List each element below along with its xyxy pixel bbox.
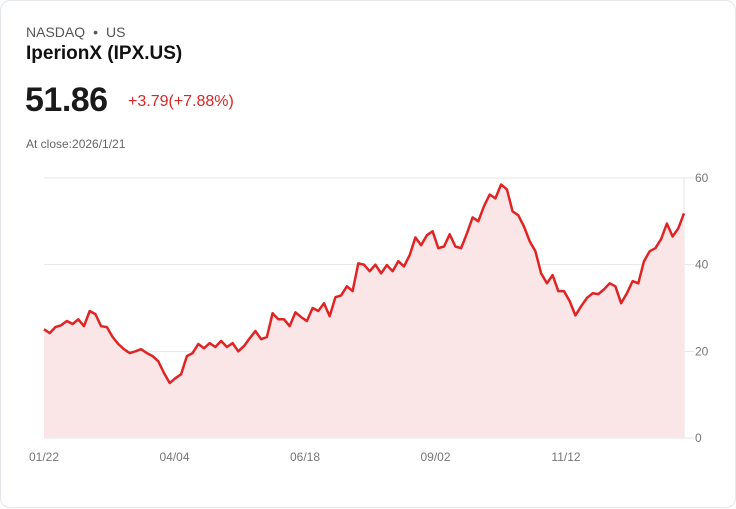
y-tick-label: 40	[695, 258, 709, 272]
x-tick-label: 11/12	[551, 450, 580, 464]
exchange-info: NASDAQ • US	[26, 24, 125, 40]
x-tick-label: 01/22	[29, 450, 59, 464]
exchange-label: NASDAQ	[26, 24, 86, 40]
region-label: US	[106, 24, 126, 40]
y-tick-label: 60	[695, 171, 709, 185]
separator: •	[93, 24, 99, 40]
price-line	[43, 183, 686, 385]
close-date: At close:2026/1/21	[26, 137, 126, 151]
x-tick-label: 09/02	[420, 450, 450, 464]
stock-name: IperionX (IPX.US)	[26, 43, 183, 64]
x-tick-label: 04/04	[159, 450, 189, 464]
area-fill	[44, 184, 684, 438]
x-tick-label: 06/18	[290, 450, 320, 464]
price-change: +3.79(+7.88%)	[128, 93, 234, 110]
stock-price: 51.86	[25, 81, 108, 119]
y-tick-label: 20	[695, 344, 709, 358]
y-tick-label: 0	[695, 431, 702, 445]
